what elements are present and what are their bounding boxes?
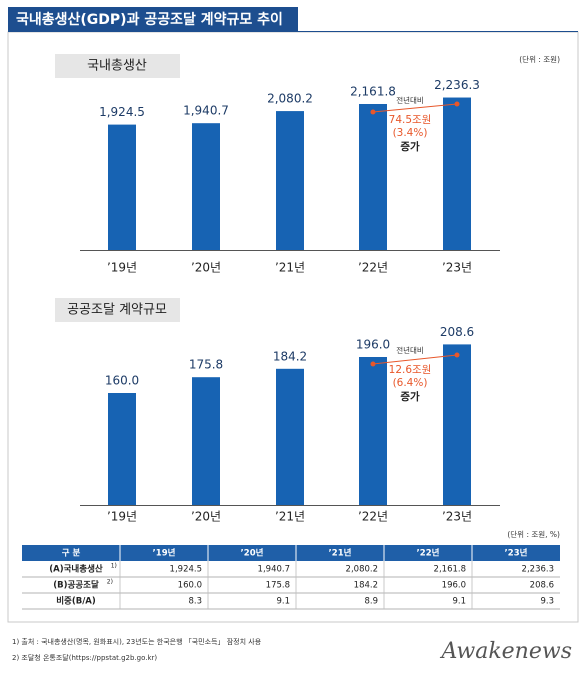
table-cell: 208.6 xyxy=(530,581,554,591)
table-cell: 1,940.7 xyxy=(258,565,290,575)
value-label: 175.8 xyxy=(189,358,223,372)
page-title: 국내총생산(GDP)과 공공조달 계약규모 추이 xyxy=(16,11,283,28)
bar xyxy=(443,344,471,505)
table-cell: 175.8 xyxy=(266,581,290,591)
annotation-dot xyxy=(454,352,460,358)
value-label: 2,236.3 xyxy=(434,78,480,92)
annotation-label: 전년대비 xyxy=(396,345,424,355)
header-bar xyxy=(8,7,298,32)
annotation-percent: (3.4%) xyxy=(393,127,428,139)
bar xyxy=(276,368,304,505)
value-label: 2,161.8 xyxy=(350,84,396,98)
chart-title: 공공조달 계약규모 xyxy=(67,303,167,318)
unit-label: (단위 : 조원) xyxy=(519,54,560,64)
footnote: 1) 출처 : 국내총생산(명목, 원화표시), 23년도는 한국은행 「국민소… xyxy=(12,637,262,646)
annotation-amount: 12.6조원 xyxy=(389,364,432,376)
bar xyxy=(108,124,136,250)
annotation-percent: (6.4%) xyxy=(393,377,428,389)
chart-title: 국내총생산 xyxy=(87,59,147,74)
table-header: 구 분 xyxy=(62,549,81,559)
table-header: ’22년 xyxy=(417,548,440,559)
row-label: (B)공공조달 xyxy=(53,580,99,591)
value-label: 208.6 xyxy=(440,325,474,339)
bar xyxy=(192,377,220,505)
row-label: 비중(B/A) xyxy=(56,596,96,607)
chart-title-box xyxy=(55,298,180,322)
bar xyxy=(443,97,471,250)
table-cell: 2,236.3 xyxy=(522,565,554,575)
x-tick-label: ’20년 xyxy=(191,510,221,524)
x-tick-label: ’23년 xyxy=(442,261,472,275)
row-note: 2) xyxy=(107,579,113,586)
value-label: 1,924.5 xyxy=(99,105,145,119)
table-cell: 8.3 xyxy=(188,597,202,607)
row-label: (A)국내총생산 xyxy=(49,564,103,575)
table-header: ’20년 xyxy=(241,548,264,559)
x-tick-label: ’19년 xyxy=(107,261,137,275)
x-tick-label: ’21년 xyxy=(275,510,305,524)
x-tick-label: ’20년 xyxy=(191,261,221,275)
x-tick-label: ’22년 xyxy=(358,261,388,275)
annotation-line xyxy=(372,103,458,113)
table-header: ’23년 xyxy=(505,548,528,559)
footnote: 2) 조달청 온통조달(https://ppstat.g2b.go.kr) xyxy=(12,654,157,662)
annotation-amount: 74.5조원 xyxy=(389,114,432,126)
table-unit: (단위 : 조원, %) xyxy=(507,529,560,539)
table-header: ’19년 xyxy=(153,548,176,559)
bar xyxy=(359,357,387,505)
x-tick-label: ’23년 xyxy=(442,510,472,524)
annotation-dot xyxy=(370,361,376,367)
bar xyxy=(359,103,387,250)
table-cell: 160.0 xyxy=(178,581,202,591)
bar xyxy=(276,111,304,250)
table-cell: 9.1 xyxy=(276,597,290,607)
table-cell: 1,924.5 xyxy=(170,565,202,575)
bar xyxy=(192,123,220,250)
x-tick-label: ’19년 xyxy=(107,510,137,524)
bar xyxy=(108,393,136,505)
row-note: 1) xyxy=(111,563,117,570)
x-tick-label: ’21년 xyxy=(275,261,305,275)
value-label: 2,080.2 xyxy=(267,92,313,106)
table-cell: 9.1 xyxy=(452,597,466,607)
table-cell: 184.2 xyxy=(354,581,378,591)
logo: Awakenews xyxy=(439,639,572,664)
table-header-bg xyxy=(22,545,560,561)
table-cell: 2,080.2 xyxy=(346,565,378,575)
value-label: 160.0 xyxy=(105,374,139,388)
annotation-word: 증가 xyxy=(400,140,420,153)
value-label: 1,940.7 xyxy=(183,104,229,118)
annotation-dot xyxy=(454,101,460,107)
chart-title-box xyxy=(55,54,180,78)
table-cell: 196.0 xyxy=(442,581,466,591)
table-cell: 9.3 xyxy=(540,597,554,607)
table-header: ’21년 xyxy=(329,548,352,559)
annotation-label: 전년대비 xyxy=(396,95,424,105)
annotation-word: 증가 xyxy=(400,390,420,403)
table-cell: 2,161.8 xyxy=(434,565,466,575)
annotation-dot xyxy=(370,109,376,115)
value-label: 184.2 xyxy=(273,349,307,363)
x-tick-label: ’22년 xyxy=(358,510,388,524)
table-cell: 8.9 xyxy=(364,597,378,607)
value-label: 196.0 xyxy=(356,338,390,352)
annotation-line xyxy=(372,354,458,365)
